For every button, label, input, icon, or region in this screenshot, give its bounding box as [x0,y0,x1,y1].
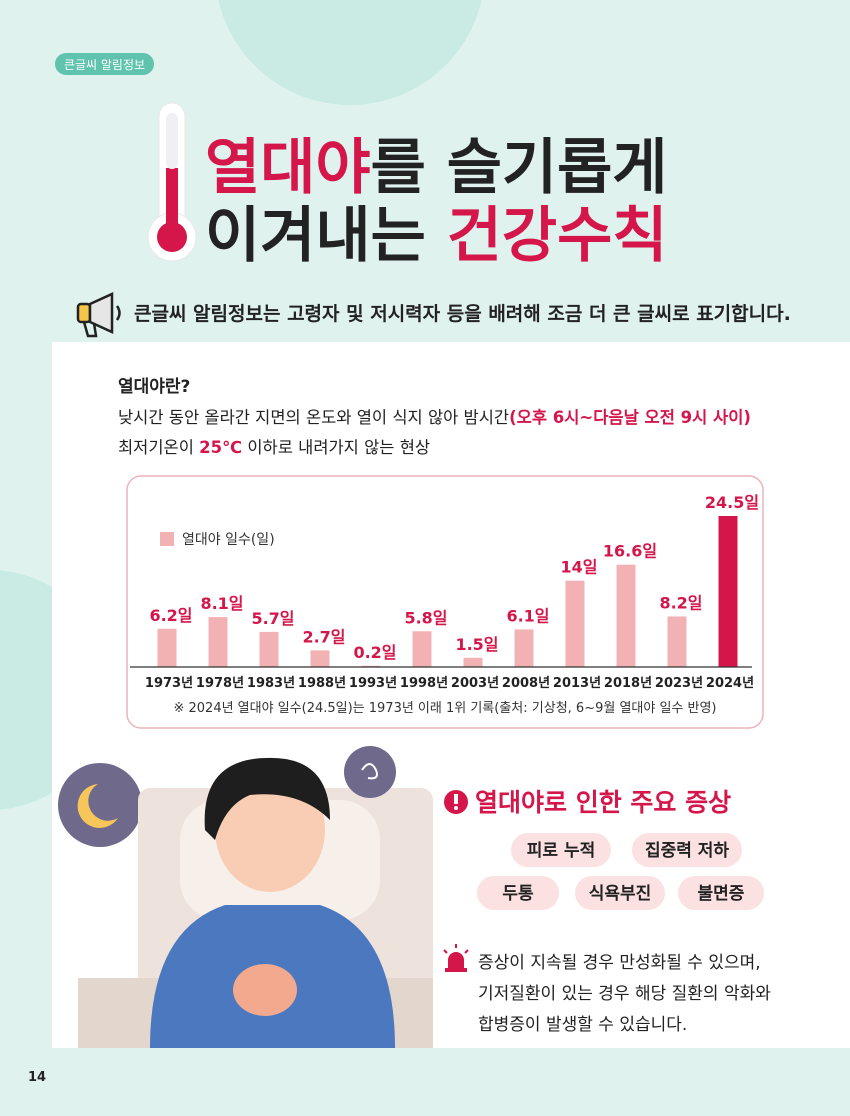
definition-line: 최저기온이 25℃ 이하로 내려가지 않는 현상 [118,438,430,457]
bar [208,617,228,667]
warning-line: 증상이 지속될 경우 만성화될 수 있으며, [478,953,761,973]
value-label: 6.1일 [506,606,549,625]
x-tick-label: 1988년 [298,676,346,691]
bar [616,564,636,667]
value-label: 14일 [561,558,598,577]
bar [463,657,483,667]
x-tick-label: 1978년 [196,676,244,691]
x-tick-label: 2013년 [553,676,601,691]
tag-pill [511,833,611,867]
tag-text: 불면증 [698,884,745,904]
x-tick-label: 1973년 [145,676,193,691]
bar [361,665,381,667]
bar [259,631,279,667]
tag-pill [678,876,764,910]
value-label: 8.1일 [200,594,243,613]
value-label: 8.2일 [659,593,702,612]
value-label: 1.5일 [455,635,498,654]
definition-heading: 열대야란? [118,377,190,397]
warning-line: 합병증이 발생할 수 있습니다. [478,1015,687,1035]
definition-part: (오후 6시~다음날 오전 9시 사이) [509,407,751,427]
legend-swatch [160,532,174,546]
x-tick-label: 2018년 [604,676,652,691]
tag-pill [632,833,742,867]
bar [718,516,738,667]
tag-text: 피로 누적 [527,841,595,861]
tag-text: 집중력 저하 [645,841,729,861]
value-label: 24.5일 [705,493,759,512]
alert-icon [444,790,468,814]
x-tick-label: 2003년 [451,676,499,691]
warning-line: 기저질환이 있는 경우 해당 질환의 악화와 [478,984,771,1004]
title-part: 열대야 [205,133,371,203]
value-label: 5.7일 [251,609,294,628]
definition-part: 25℃ [199,438,242,457]
x-tick-label: 2008년 [502,676,550,691]
badge-text: 큰글씨 알림정보 [64,58,145,72]
definition-part: 낮시간 동안 올라간 지면의 온도와 열이 식지 않아 밤시간 [118,408,509,427]
value-label: 16.6일 [603,542,657,561]
bar [157,628,177,667]
definition-part: 이하로 내려가지 않는 현상 [242,438,430,457]
bar [412,631,432,667]
value-label: 5.8일 [404,608,447,627]
x-tick-label: 1993년 [349,676,397,691]
chart-box [126,475,764,729]
bar [667,616,687,667]
title-line: 이겨내는 건강수칙 [205,201,668,271]
x-tick-label: 1983년 [247,676,295,691]
thermometer [147,102,197,262]
badge [55,53,154,75]
x-tick-label: 1998년 [400,676,448,691]
chart-note: ※ 2024년 열대야 일수(24.5일)는 1973년 이래 1위 기록(출처… [173,701,716,716]
page-number: 14 [28,1070,46,1085]
value-label: 2.7일 [302,627,345,646]
tag-pill [477,876,559,910]
tag-pill [575,876,665,910]
deco-circle [218,0,482,105]
title-part: 건강수칙 [447,201,668,271]
siren-icon [443,944,469,972]
illustration [58,746,433,1048]
x-tick-label: 2023년 [655,676,703,691]
bar [565,580,585,667]
chart: 6.2일 1973년 8.1일 1978년 5.7일 1983년 2.7일 1988년 0.2일… [130,493,759,691]
notice: 큰글씨 알림정보는 고령자 및 저시력자 등을 배려해 조금 더 큰 글씨로 표… [134,303,791,325]
value-label: 0.2일 [353,643,396,662]
bar [514,629,534,667]
tag-text: 식욕부진 [589,884,652,904]
legend-label: 열대야 일수(일) [182,532,275,548]
value-label: 6.2일 [149,606,192,625]
megaphone-icon [76,292,121,338]
bar [310,650,330,667]
symptoms-heading: 열대야로 인한 주요 증상 [475,788,731,817]
tag-text: 두통 [502,884,534,904]
definition-line: 낮시간 동안 올라간 지면의 온도와 열이 식지 않아 밤시간(오후 6시~다음… [118,407,751,427]
x-tick-label: 2024년 [706,676,754,691]
title-part: 를 슬기롭게 [371,133,668,203]
title-line: 열대야를 슬기롭게 [205,133,668,203]
definition-part: 최저기온이 [118,438,199,457]
title-part: 이겨내는 [205,201,447,271]
